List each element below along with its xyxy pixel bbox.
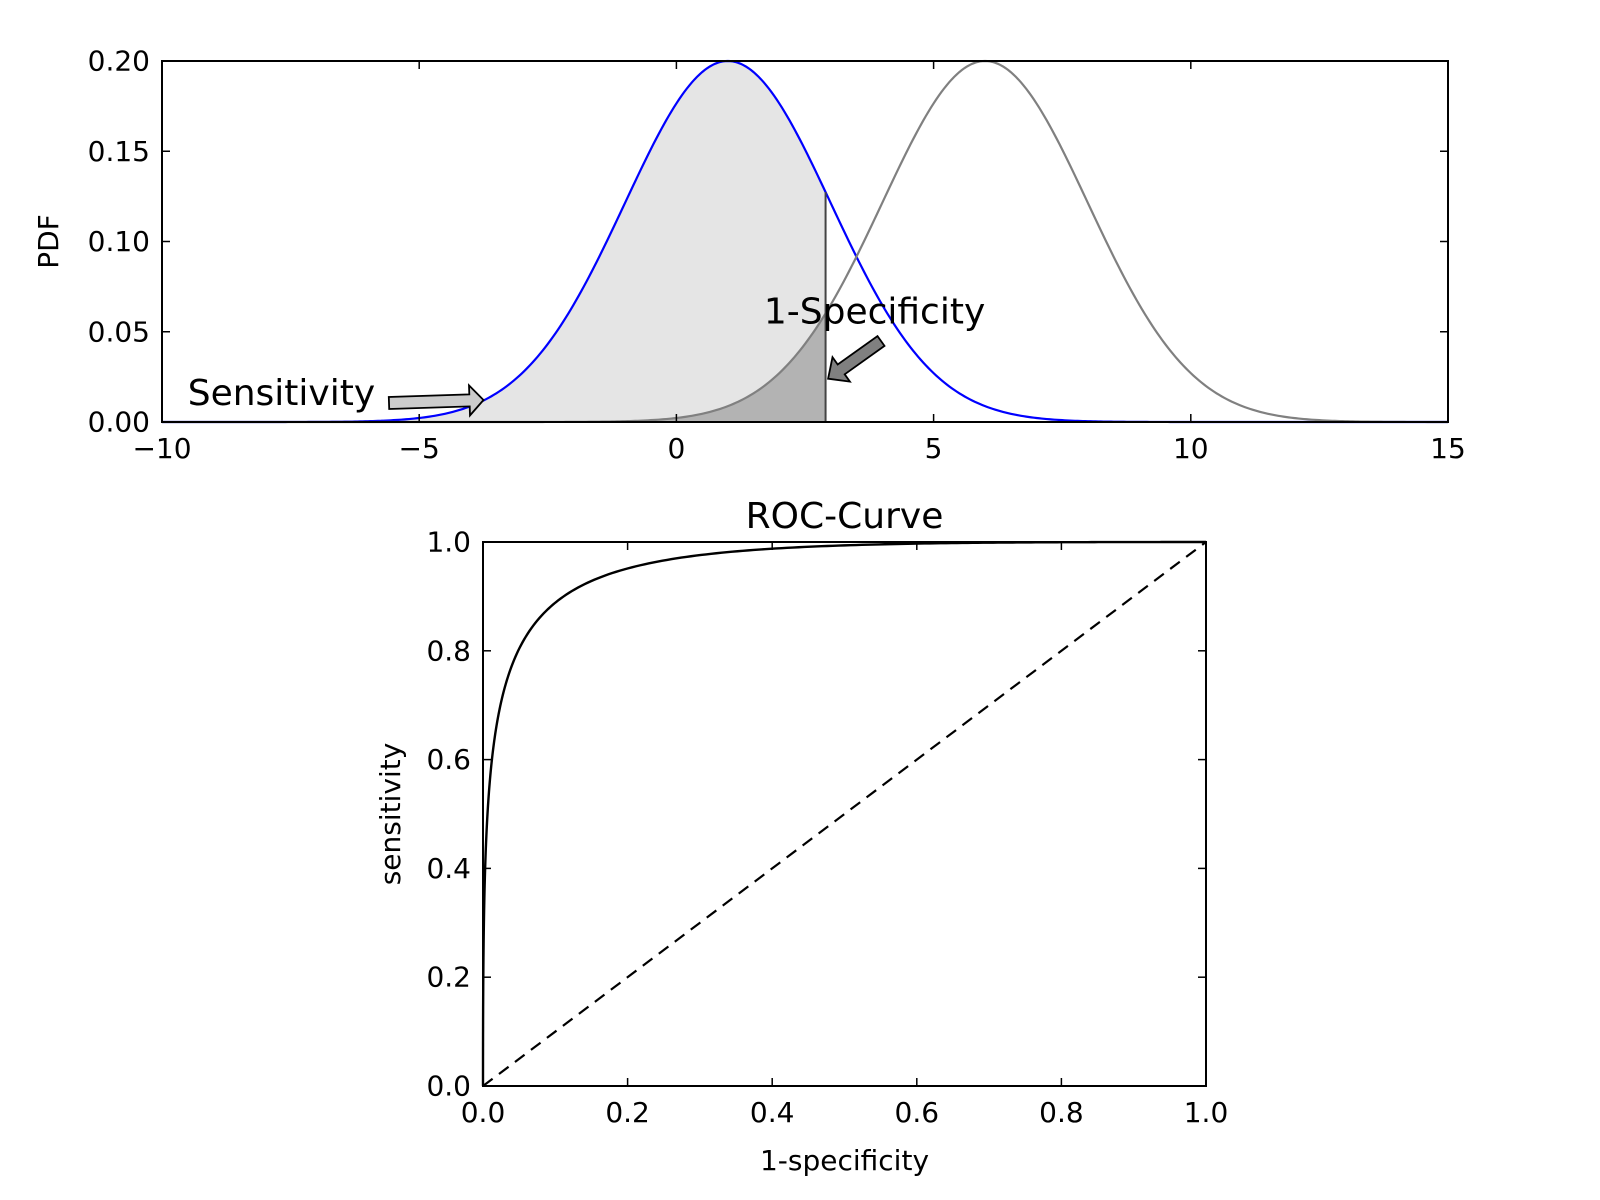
y-tick-label: 0.20 bbox=[88, 45, 150, 78]
y-tick-label: 0.0 bbox=[426, 1070, 471, 1103]
roc-x-axis-label: 1-specificity bbox=[760, 1144, 929, 1177]
y-tick-label: 0.05 bbox=[88, 315, 150, 348]
sensitivity-arrow bbox=[387, 383, 485, 418]
roc-y-axis-label: sensitivity bbox=[374, 743, 407, 886]
roc-chart: 0.0 0.2 0.4 0.6 0.8 1.0 0.0 0.2 0.4 0.6 … bbox=[374, 496, 1228, 1177]
pdf-chart: 0.00 0.05 0.10 0.15 0.20 −10 −5 0 5 10 1… bbox=[32, 45, 1466, 466]
x-tick-label: −5 bbox=[399, 432, 440, 465]
y-tick-label: 0.8 bbox=[426, 634, 471, 667]
y-tick-label: 1.0 bbox=[426, 526, 471, 559]
y-tick-label: 0.10 bbox=[88, 225, 150, 258]
x-tick-label: 0 bbox=[667, 432, 685, 465]
x-tick-label: 0.2 bbox=[605, 1096, 650, 1129]
roc-plot-frame bbox=[482, 541, 1207, 1087]
x-tick-label: 10 bbox=[1173, 432, 1209, 465]
sensitivity-annotation: Sensitivity bbox=[188, 373, 375, 414]
x-tick-label: 0.4 bbox=[750, 1096, 795, 1129]
x-tick-label: 0.8 bbox=[1039, 1096, 1084, 1129]
roc-x-tick-labels: 0.0 0.2 0.4 0.6 0.8 1.0 bbox=[461, 1096, 1229, 1129]
pdf-plot-frame bbox=[161, 60, 1449, 423]
x-tick-label: 15 bbox=[1430, 432, 1466, 465]
specificity-arrow bbox=[827, 334, 886, 383]
sensitivity-shaded-area bbox=[162, 61, 826, 422]
pdf-x-tick-labels: −10 −5 0 5 10 15 bbox=[132, 432, 1465, 465]
y-tick-label: 0.15 bbox=[88, 135, 150, 168]
y-tick-label: 0.2 bbox=[426, 961, 471, 994]
x-tick-label: 0.0 bbox=[461, 1096, 506, 1129]
specificity-annotation: 1-Specificity bbox=[764, 292, 985, 333]
x-tick-label: 5 bbox=[925, 432, 943, 465]
specificity-shaded-area bbox=[162, 313, 826, 422]
y-tick-label: 0.4 bbox=[426, 852, 471, 885]
y-tick-label: 0.00 bbox=[88, 406, 150, 439]
roc-title: ROC-Curve bbox=[746, 496, 944, 537]
x-tick-label: 1.0 bbox=[1184, 1096, 1229, 1129]
x-tick-label: −10 bbox=[132, 432, 191, 465]
y-tick-label: 0.6 bbox=[426, 743, 471, 776]
roc-y-tick-labels: 0.0 0.2 0.4 0.6 0.8 1.0 bbox=[426, 526, 471, 1103]
pdf-y-tick-labels: 0.00 0.05 0.10 0.15 0.20 bbox=[88, 45, 150, 439]
x-tick-label: 0.6 bbox=[895, 1096, 940, 1129]
pdf-y-axis-label: PDF bbox=[32, 214, 65, 269]
chance-diagonal bbox=[482, 541, 1207, 1087]
